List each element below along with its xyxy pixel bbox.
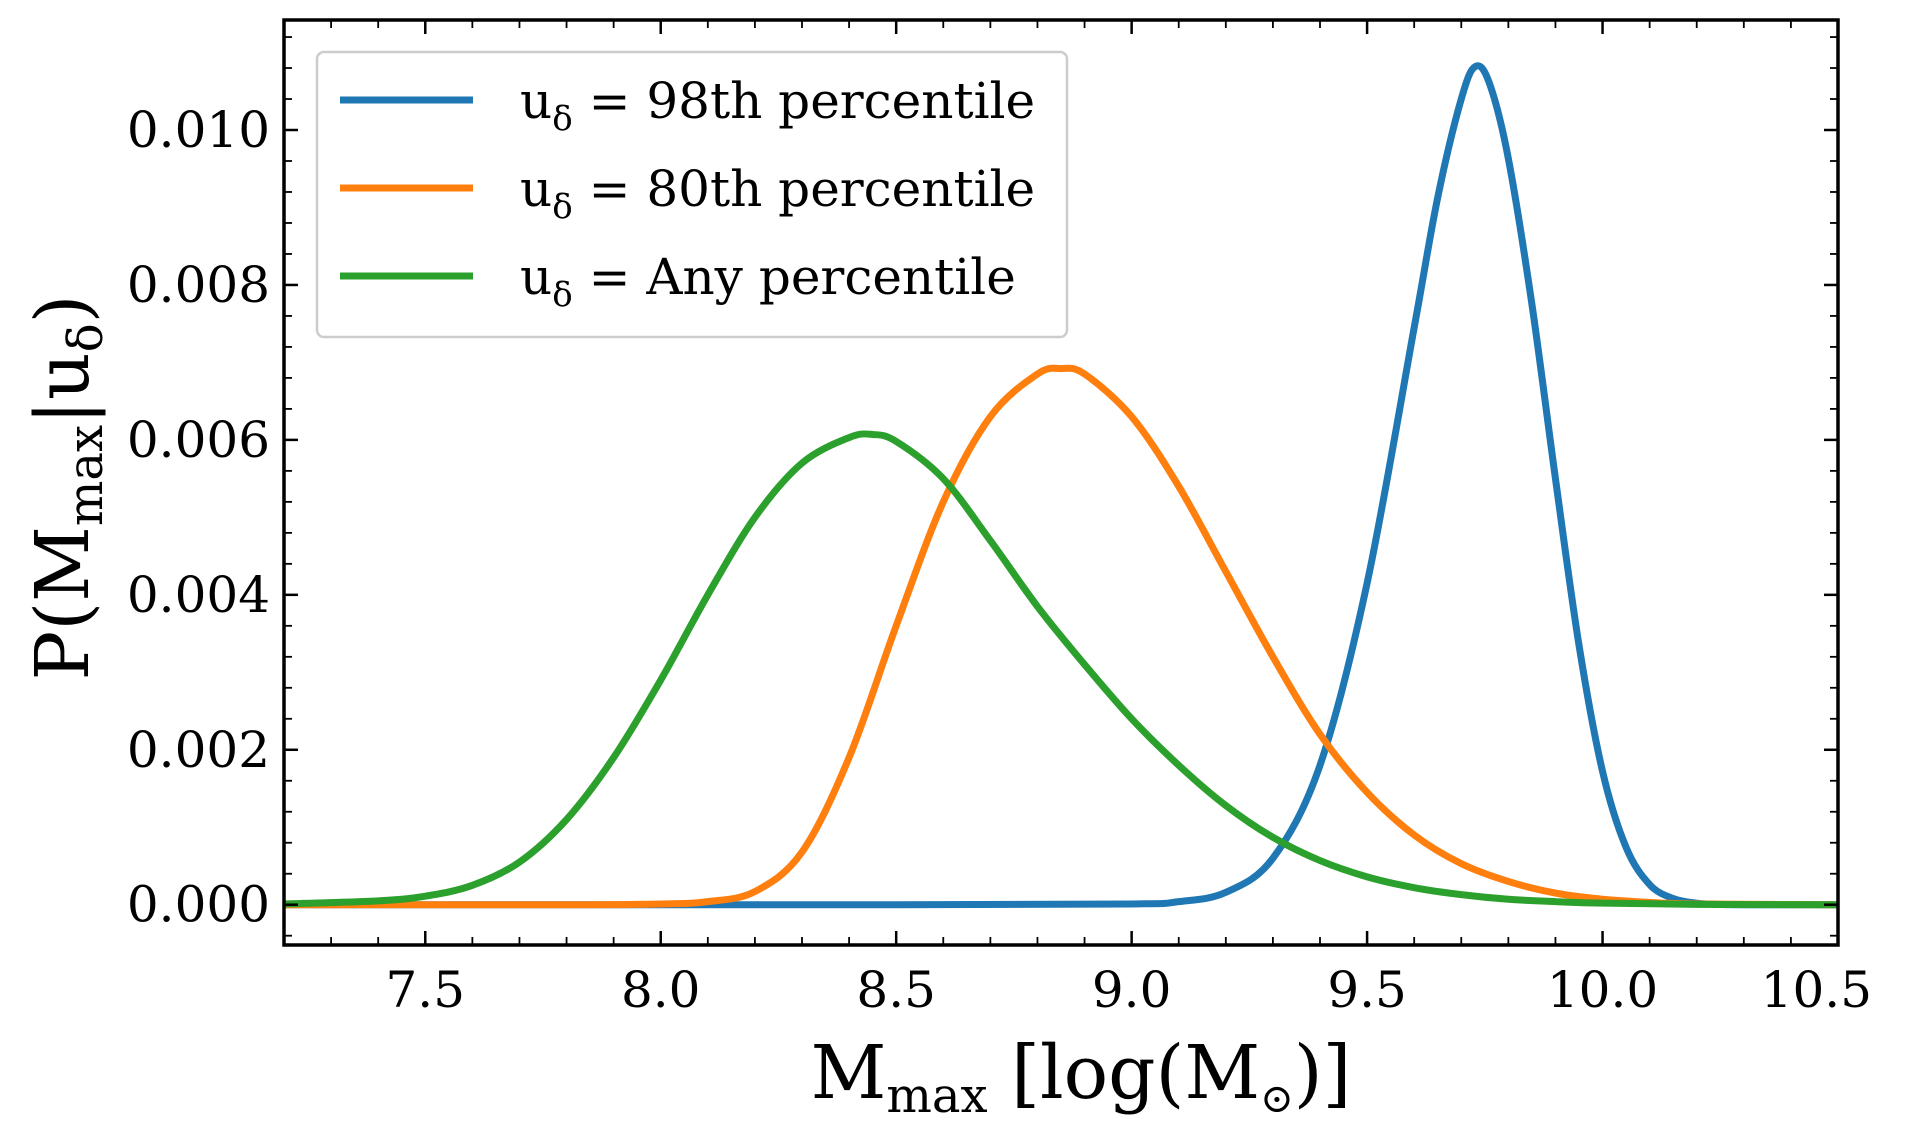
x-axis-title-sun: ⊙ xyxy=(1260,1076,1294,1122)
tick-labels-layer: 7.5 8.0 8.5 9.0 9.5 10.0 10.5 0.000 0.002 0.004 0.… xyxy=(127,101,1872,1019)
x-tick-label: 8.5 xyxy=(856,961,936,1019)
x-axis-title-close: )] xyxy=(1294,1030,1352,1116)
series-layer xyxy=(283,62,1839,909)
x-axis-title: Mmax [log(M⊙)] xyxy=(811,1030,1352,1124)
y-tick-label: 0.004 xyxy=(127,566,270,624)
legend-label-3: uδ = Any percentile xyxy=(520,248,1016,315)
legend-label-1: uδ = 98th percentile xyxy=(520,72,1035,139)
series-line-1 xyxy=(284,62,1838,909)
x-tick-label: 7.5 xyxy=(386,961,466,1019)
x-tick-label: 10.0 xyxy=(1547,961,1658,1019)
y-axis-title-mid: |u xyxy=(20,352,106,425)
x-tick-label: 9.5 xyxy=(1327,961,1407,1019)
ticks-layer xyxy=(283,20,1840,945)
x-tick-label: 10.5 xyxy=(1761,961,1872,1019)
x-tick-label: 8.0 xyxy=(621,961,701,1019)
legend-label-u: u xyxy=(520,72,552,130)
series-line-2 xyxy=(284,364,1839,909)
y-axis-title-close: ) xyxy=(20,294,106,323)
y-tick-label: 0.010 xyxy=(127,101,270,159)
legend-label-text: = Any percentile xyxy=(573,248,1016,306)
x-axis-title-main: M xyxy=(811,1030,887,1116)
legend-label-sub: δ xyxy=(552,99,572,139)
legend-label-2: uδ = 80th percentile xyxy=(520,160,1035,227)
x-tick-label: 9.0 xyxy=(1092,961,1172,1019)
y-tick-label: 0.000 xyxy=(127,876,270,934)
legend-label-sub: δ xyxy=(552,275,572,315)
series-line-3 xyxy=(283,430,1839,909)
y-axis-title-sub: max xyxy=(58,425,114,526)
legend-label-u: u xyxy=(520,160,552,218)
legend-label-text: = 80th percentile xyxy=(573,160,1035,218)
y-axis-title-delta: δ xyxy=(58,323,114,352)
x-axis-title-sub: max xyxy=(886,1068,987,1124)
legend-box xyxy=(315,50,1069,339)
y-axis-title: P(Mmax|uδ) xyxy=(20,294,114,680)
y-tick-label: 0.002 xyxy=(127,721,270,779)
legend-label-text: = 98th percentile xyxy=(573,72,1035,130)
y-axis-title-main: P(M xyxy=(20,526,106,680)
x-axis-title-suffix: [log(M xyxy=(988,1030,1261,1116)
legend-label-sub: δ xyxy=(552,187,572,227)
y-tick-label: 0.008 xyxy=(127,256,270,314)
y-tick-label: 0.006 xyxy=(127,411,270,469)
plot-frame xyxy=(282,18,1840,947)
legend-label-u: u xyxy=(520,248,552,306)
